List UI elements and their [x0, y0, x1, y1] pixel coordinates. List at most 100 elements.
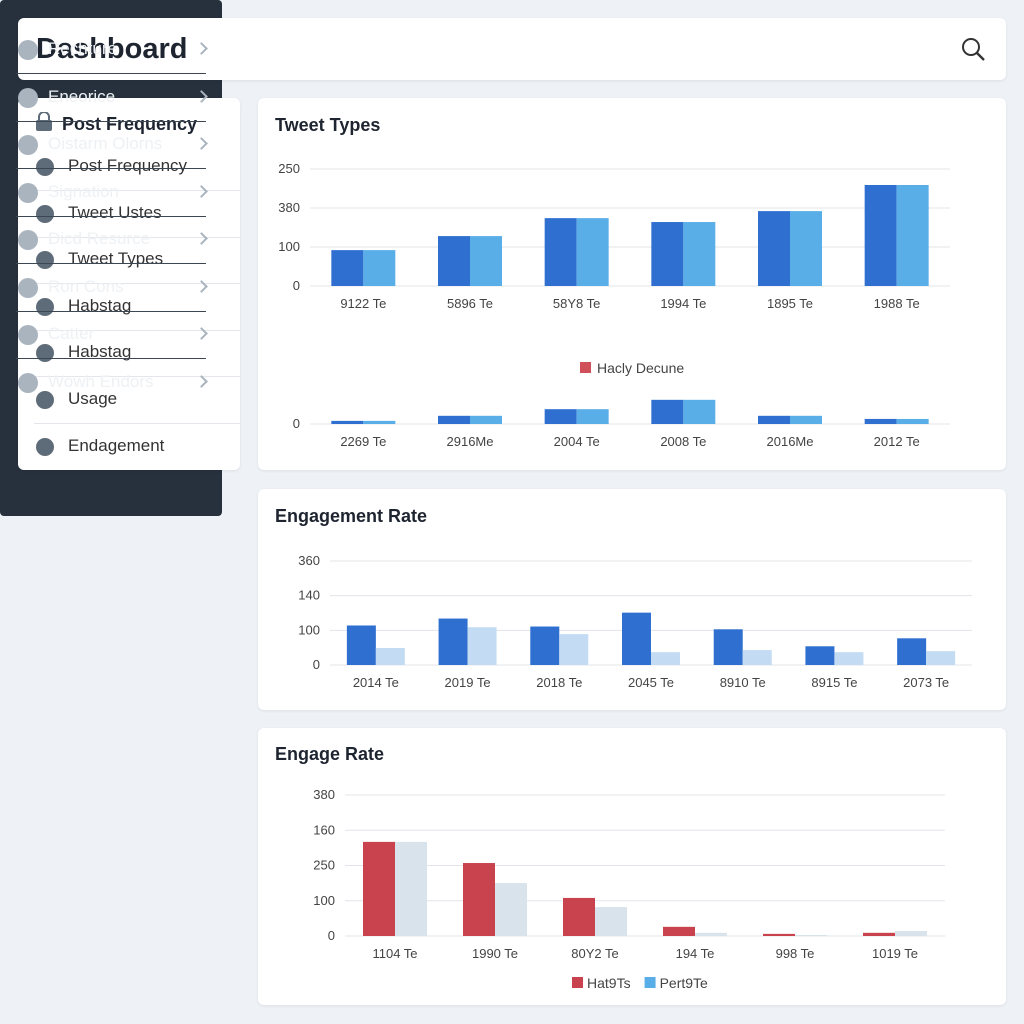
- sidebar-item[interactable]: Tweet Ustes: [34, 191, 240, 238]
- y-tick-label: 100: [313, 893, 335, 908]
- bar: [363, 250, 396, 286]
- item-label: Oistarm Olorns: [48, 134, 163, 153]
- bar: [438, 618, 468, 665]
- x-tick-label: 1988 Te: [874, 296, 920, 311]
- chart-title: Engagement Rate: [275, 506, 427, 526]
- nav-item[interactable]: Wowh Endors: [16, 359, 208, 406]
- nav-item[interactable]: Eneorice: [16, 74, 208, 122]
- lock-icon: [36, 112, 52, 131]
- panel: Engagement Rate 0 100 140 360 2014 Te 2019 Te 2…: [258, 489, 1006, 710]
- chart-title: Tweet Types: [275, 115, 380, 135]
- bar: [864, 418, 897, 424]
- legend-label: Pert9Te: [660, 975, 708, 991]
- item-label: Dicd Resurce: [48, 229, 151, 248]
- bar: [467, 627, 497, 665]
- bar: [896, 184, 929, 286]
- icon: [18, 230, 38, 250]
- x-tick-label: 8915 Te: [811, 675, 857, 690]
- bar: [463, 863, 495, 936]
- panel: Engage Rate 0 100 250 160 380 1104 Te 1990 Te 80…: [258, 728, 1006, 1005]
- item-label: Eneorice: [48, 86, 116, 106]
- y-tick-label: 140: [298, 588, 320, 603]
- nav-item[interactable]: Ron Cons: [16, 264, 208, 312]
- x-tick-label: 1104 Te: [372, 946, 417, 961]
- bar: [651, 222, 684, 286]
- sidebar-item[interactable]: Post Frequency: [34, 144, 240, 191]
- chart: Tweet Types 0 100 380 250 9122 Te 5896 Te 58Y8 …: [275, 115, 950, 449]
- sidebar-item[interactable]: Habstag: [34, 330, 240, 378]
- item-label: Tweet Ustes: [68, 202, 162, 222]
- y-tick-label: 0: [313, 657, 320, 672]
- bar: [651, 399, 684, 424]
- bar: [805, 646, 835, 665]
- bar: [864, 184, 897, 286]
- x-tick-label: 998 Te: [776, 946, 815, 961]
- sidebar-title: Post Frequency: [62, 114, 198, 134]
- bar: [790, 211, 822, 286]
- bar: [576, 218, 609, 286]
- nav-item[interactable]: Catter: [16, 311, 208, 359]
- legend-swatch: [580, 362, 591, 373]
- bar: [438, 236, 470, 286]
- panel: Tweet Types 0 100 380 250 9122 Te 5896 Te 58Y8 …: [258, 98, 1006, 470]
- icon: [36, 251, 54, 270]
- y-tick-label: 380: [313, 787, 335, 802]
- item-label: Wowh Endors: [48, 371, 154, 391]
- nav-item[interactable]: Signation: [16, 169, 208, 217]
- x-tick-label: 1994 Te: [660, 296, 706, 311]
- search-button[interactable]: [960, 36, 986, 62]
- x-tick-label: 80Y2 Te: [571, 946, 618, 961]
- bar: [544, 409, 577, 424]
- x-tick-label: 2269 Te: [340, 434, 386, 449]
- bar: [742, 650, 772, 665]
- sidebar-item[interactable]: Endagement: [34, 424, 240, 470]
- icon: [18, 277, 38, 298]
- icon: [36, 204, 54, 223]
- bar: [622, 612, 651, 665]
- chevron: [195, 232, 208, 245]
- x-tick-label: 2012 Te: [874, 434, 920, 449]
- x-tick-label: 9122 Te: [340, 296, 386, 311]
- sidebar-item[interactable]: Usage: [34, 377, 240, 424]
- chevron: [195, 137, 208, 150]
- item-label: Signation: [48, 181, 119, 201]
- x-tick-label: 2019 Te: [445, 675, 491, 690]
- bar: [559, 634, 589, 665]
- x-tick-label: 1990 Te: [472, 946, 518, 961]
- nav-item[interactable]: Rechture: [16, 26, 208, 74]
- x-tick-label: 2016Me: [767, 434, 814, 449]
- bar: [595, 907, 627, 936]
- icon: [18, 325, 38, 345]
- bar: [363, 841, 395, 936]
- y-tick-label: 250: [278, 161, 300, 176]
- bar: [695, 932, 727, 936]
- legend-swatch: [572, 977, 583, 988]
- bar: [375, 648, 405, 665]
- icon: [36, 437, 54, 456]
- bar: [470, 415, 502, 424]
- y-tick-label: 0: [293, 416, 300, 431]
- icon: [18, 87, 38, 108]
- item-label: Catter: [48, 324, 95, 343]
- y-tick-label: 100: [278, 239, 300, 254]
- x-tick-label: 2073 Te: [903, 675, 949, 690]
- x-tick-label: 1895 Te: [767, 296, 813, 311]
- bar: [758, 211, 790, 286]
- bar: [663, 926, 695, 936]
- item-label: Habstag: [68, 342, 132, 362]
- y-tick-label: 250: [313, 858, 335, 873]
- chart: Engage Rate 0 100 250 160 380 1104 Te 1990 Te 80…: [275, 744, 945, 991]
- bar: [651, 652, 680, 665]
- y-tick-label: 380: [278, 200, 300, 215]
- legend-swatch: [644, 977, 656, 988]
- x-tick-label: 58Y8 Te: [553, 296, 600, 311]
- bar: [896, 418, 929, 424]
- bar: [763, 933, 795, 936]
- nav-item[interactable]: Oistarm Olorns: [16, 121, 208, 169]
- y-tick-label: 160: [313, 822, 335, 837]
- page-title: Dashboard: [36, 33, 188, 65]
- nav-item[interactable]: Dicd Resurce: [16, 216, 208, 264]
- y-tick-label: 360: [298, 553, 320, 568]
- bar: [834, 652, 864, 665]
